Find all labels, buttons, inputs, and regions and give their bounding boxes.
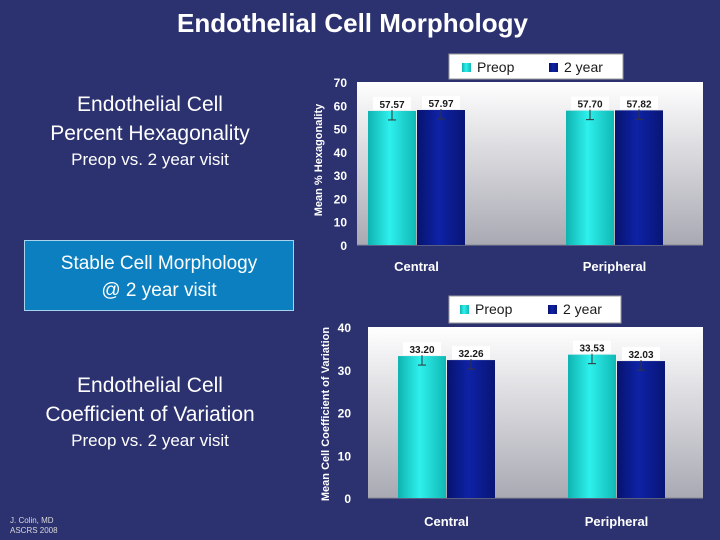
hexagonality-ytick-label: 70: [334, 76, 348, 90]
cv-legend-box: [448, 295, 622, 324]
cv-category-label: Central: [424, 514, 469, 529]
hexagonality-data-label: 57.82: [626, 99, 651, 110]
cv-legend-label-2year: 2 year: [563, 301, 602, 317]
hexagonality-heading: Endothelial Cell Percent Hexagonality: [10, 90, 290, 148]
slide-title: Endothelial Cell Morphology: [177, 8, 528, 38]
cv-ytick-label: 40: [338, 321, 352, 335]
cv-bar-preop-peripheral: [568, 354, 616, 498]
hexagonality-y-axis-label: Mean % Hexagonality: [313, 103, 325, 216]
hexagonality-legend-swatch-2year: [549, 63, 558, 72]
credit-line1: J. Colin, MD: [10, 516, 54, 525]
hexagonality-data-label-bg: [620, 96, 658, 110]
cv-bar-2year-central: [447, 360, 495, 498]
credit: J. Colin, MD ASCRS 2008: [10, 516, 58, 536]
hexagonality-legend-label-2year: 2 year: [564, 59, 603, 75]
credit-line2: ASCRS 2008: [10, 526, 58, 535]
cv-legend-swatch-2year: [548, 305, 557, 314]
hexagonality-heading-line1: Endothelial Cell: [77, 93, 223, 116]
hexagonality-data-label: 57.57: [379, 100, 404, 111]
cv-heading-line1: Endothelial Cell: [77, 374, 223, 397]
cv-ytick-label: 30: [338, 364, 352, 378]
cv-data-label: 32.03: [628, 350, 653, 361]
cv-legend-label-preop: Preop: [475, 301, 513, 317]
cv-data-label: 33.53: [579, 344, 604, 355]
hexagonality-ytick-label: 50: [334, 123, 348, 137]
cv-category-label: Peripheral: [585, 514, 649, 529]
cv-data-label: 32.26: [458, 349, 483, 360]
hexagonality-ytick-label: 60: [334, 99, 348, 113]
hexagonality-bar-preop-peripheral: [566, 110, 614, 246]
hexagonality-data-label-bg: [422, 96, 460, 110]
cv-data-label-bg: [622, 347, 660, 361]
hexagonality-subheading: Preop vs. 2 year visit: [71, 150, 229, 169]
hexagonality-category-label: Peripheral: [583, 259, 647, 274]
cv-data-label: 33.20: [409, 345, 434, 356]
callout-line1: Stable Cell Morphology: [60, 253, 258, 274]
cv-ytick-label: 10: [338, 449, 352, 463]
hexagonality-legend-label-preop: Preop: [477, 59, 515, 75]
hexagonality-category-label: Central: [394, 259, 439, 274]
cv-legend-swatch-preop: [460, 305, 469, 314]
hexagonality-data-label: 57.97: [428, 99, 453, 110]
cv-y-axis-label: Mean Cell Coefficient of Variation: [320, 327, 332, 501]
cv-subheading: Preop vs. 2 year visit: [71, 431, 229, 450]
hexagonality-ytick-label: 0: [340, 239, 347, 253]
hexagonality-bar-preop-central: [368, 110, 416, 245]
cv-heading: Endothelial Cell Coefficient of Variatio…: [10, 371, 290, 429]
hexagonality-legend-box: [448, 53, 624, 80]
cv-data-label-bg: [573, 340, 611, 354]
cv-heading-line2: Coefficient of Variation: [45, 403, 255, 426]
hexagonality-ytick-label: 10: [334, 216, 348, 230]
stable-morphology-callout: Stable Cell Morphology @ 2 year visit: [24, 240, 294, 311]
hexagonality-legend-swatch-preop: [462, 63, 471, 72]
hexagonality-bar-2year-peripheral: [615, 110, 663, 245]
hexagonality-heading-line2: Percent Hexagonality: [50, 122, 250, 145]
cv-ytick-label: 0: [344, 492, 351, 506]
hexagonality-data-label: 57.70: [577, 100, 602, 111]
cv-bar-preop-central: [398, 356, 446, 498]
cv-ytick-label: 20: [338, 407, 352, 421]
callout-line2: @ 2 year visit: [101, 280, 217, 301]
cv-data-label-bg: [452, 346, 490, 360]
hexagonality-data-label-bg: [571, 96, 609, 110]
hexagonality-data-label-bg: [373, 96, 411, 110]
hexagonality-ytick-label: 40: [334, 146, 348, 160]
hexagonality-ytick-label: 30: [334, 169, 348, 183]
cv-bar-2year-peripheral: [617, 361, 665, 498]
hexagonality-bar-2year-central: [417, 110, 465, 245]
hexagonality-ytick-label: 20: [334, 192, 348, 206]
cv-data-label-bg: [403, 342, 441, 356]
